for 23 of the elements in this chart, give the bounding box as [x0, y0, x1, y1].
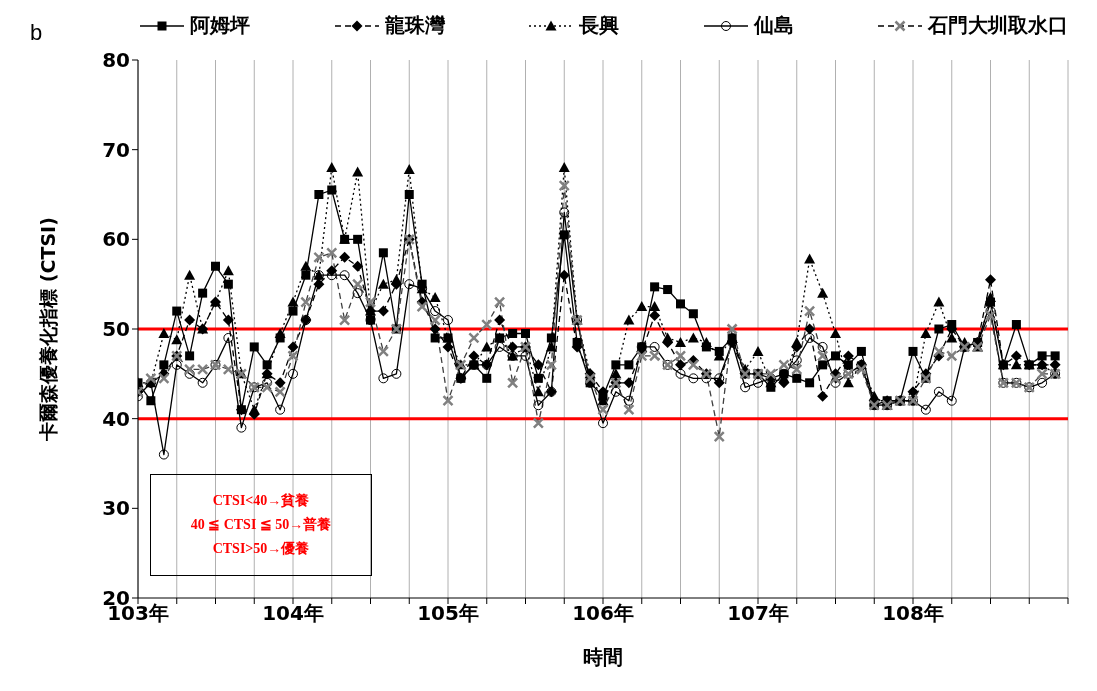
annotation: CTSI<40→貧養: [211, 492, 311, 510]
y-tick-label: 40: [102, 406, 130, 431]
legend-label: 石門大圳取水口: [928, 12, 1068, 39]
legend-label: 長興: [579, 12, 619, 39]
x-axis-title: 時間: [583, 645, 623, 669]
chart-title: b: [30, 20, 43, 46]
note-box: CTSI<40→貧養 40 ≦ CTSI ≦ 50→普養 CTSI>50→優養: [150, 474, 372, 576]
x-tick-label: 104年: [262, 601, 324, 626]
y-axis-title: 卡爾森優養化指標 (CTSI): [36, 217, 59, 442]
legend-label: 龍珠灣: [384, 12, 445, 39]
x-tick-label: 107年: [727, 601, 789, 626]
annotation: 40 ≦ CTSI ≦ 50→普養: [189, 515, 333, 534]
y-tick-label: 70: [102, 137, 130, 162]
x-tick-label: 108年: [882, 601, 944, 626]
y-tick-label: 80: [102, 48, 130, 73]
annotation: CTSI>50→優養: [211, 540, 311, 558]
legend-label: 仙島: [753, 12, 794, 39]
y-tick-label: 60: [102, 227, 130, 252]
y-tick-label: 50: [102, 317, 130, 342]
y-tick-label: 30: [102, 496, 130, 521]
x-tick-label: 106年: [572, 601, 634, 626]
legend-label: 阿姆坪: [190, 12, 250, 39]
x-tick-label: 105年: [417, 601, 479, 626]
